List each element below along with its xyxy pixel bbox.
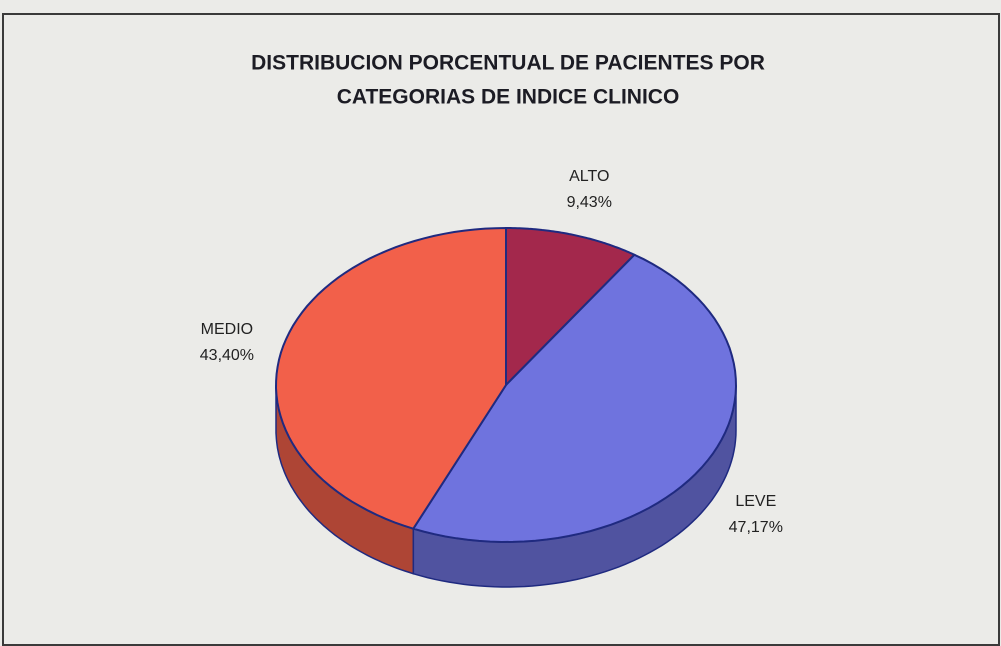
slice <box>274 226 507 530</box>
chart-title: DISTRIBUCION PORCENTUAL DE PACIENTES POR <box>251 52 765 75</box>
value-label: 9,43% <box>567 194 612 211</box>
category-label: LEVE <box>735 493 776 510</box>
category-label: MEDIO <box>201 321 253 338</box>
slice <box>411 253 738 544</box>
chart-frame <box>2 13 1000 646</box>
category-label: ALTO <box>569 168 609 185</box>
value-label: 43,40% <box>200 347 254 364</box>
chart-title: CATEGORIAS DE INDICE CLINICO <box>337 86 680 109</box>
slice <box>505 227 637 388</box>
value-label: 47,17% <box>729 519 783 536</box>
